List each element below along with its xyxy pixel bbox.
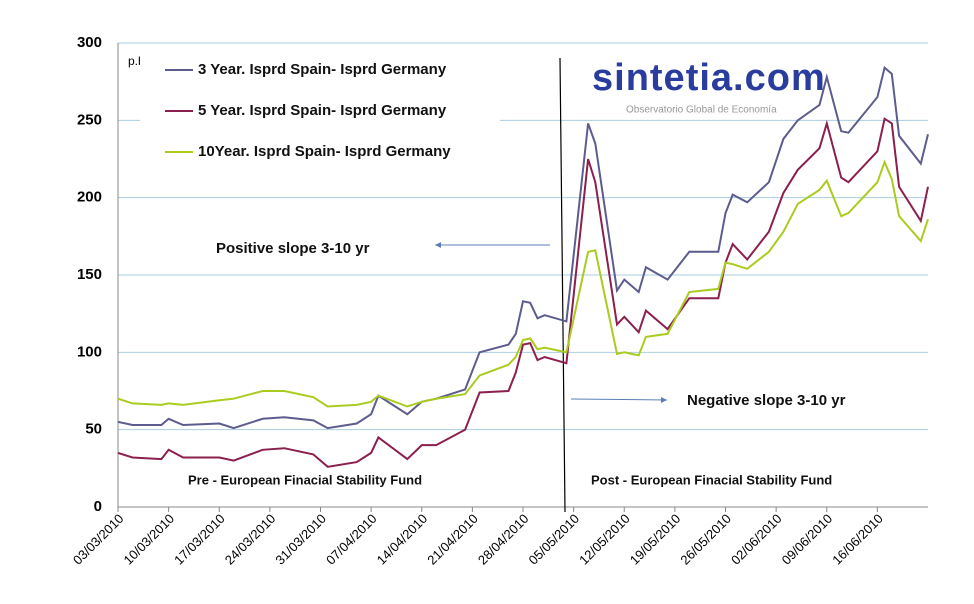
x-tick-label: 26/05/2010 (677, 511, 734, 568)
separator-line (559, 57, 566, 513)
y-tick-label: 150 (77, 266, 102, 283)
y-tick-label: 250 (77, 111, 102, 128)
x-tick-label: 28/04/2010 (475, 511, 532, 568)
legend-label: 3 Year. Isprd Spain- Isprd Germany (198, 61, 447, 78)
x-tick-label: 31/03/2010 (272, 511, 329, 568)
legend-bg (140, 134, 500, 170)
legend-bg (140, 52, 500, 88)
annotation: Pre - European Finacial Stability Fund (188, 472, 422, 487)
x-tick-label: 09/06/2010 (779, 511, 836, 568)
x-tick-label: 02/06/2010 (728, 511, 785, 568)
y-tick-label: 100 (77, 343, 102, 360)
annotation: Positive slope 3-10 yr (216, 240, 370, 257)
series-line (117, 159, 929, 408)
y-tick-label: 50 (85, 421, 102, 438)
legend-label: 5 Year. Isprd Spain- Isprd Germany (198, 102, 447, 119)
logo-tagline: Observatorio Global de Economía (626, 105, 777, 116)
x-tick-label: 05/05/2010 (526, 511, 583, 568)
arrow-head (435, 242, 441, 248)
x-tick-label: 21/04/2010 (424, 511, 481, 568)
arrow (570, 398, 668, 401)
arrow-head (661, 397, 667, 403)
logo: sintetia.com (592, 57, 826, 99)
x-tick-label: 03/03/2010 (70, 511, 127, 568)
x-tick-label: 07/04/2010 (323, 511, 380, 568)
y-tick-label: 200 (77, 189, 102, 206)
x-tick-label: 17/03/2010 (171, 511, 228, 568)
annotation: Negative slope 3-10 yr (687, 392, 846, 409)
x-tick-label: 10/03/2010 (121, 511, 178, 568)
series-line (117, 65, 929, 430)
x-tick-label: 14/04/2010 (374, 511, 431, 568)
x-tick-label: 16/06/2010 (829, 511, 886, 568)
series-line (117, 117, 929, 468)
x-tick-label: 19/05/2010 (627, 511, 684, 568)
x-tick-label: 12/05/2010 (576, 511, 633, 568)
legend-label: 10Year. Isprd Spain- Isprd Germany (198, 143, 451, 160)
y-tick-label: 300 (77, 34, 102, 51)
x-tick-label: 24/03/2010 (222, 511, 279, 568)
legend-bg (140, 93, 500, 129)
annotation: Post - European Finacial Stability Fund (591, 472, 832, 487)
y-tick-label: 0 (94, 498, 102, 515)
